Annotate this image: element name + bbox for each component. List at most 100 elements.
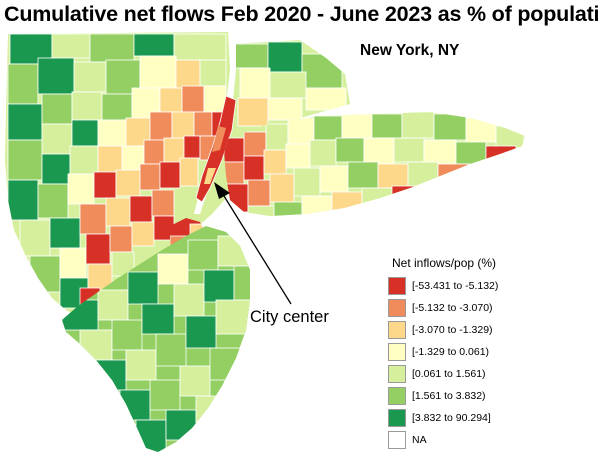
tract (465, 117, 497, 143)
tract (173, 283, 205, 317)
legend-items: [-53.431 to -5.132) [-5.132 to -3.070) [-3… (388, 276, 512, 450)
tract (155, 333, 187, 367)
legend-label: [-5.132 to -3.070) (412, 302, 493, 314)
legend-item: [0.061 to 1.561) (388, 364, 512, 384)
tract (79, 203, 107, 235)
tract (185, 315, 217, 349)
tract (371, 113, 403, 139)
legend-swatch (388, 365, 406, 383)
tract (203, 269, 235, 303)
map-title: Cumulative net flows Feb 2020 - June 202… (4, 2, 600, 26)
tract (7, 139, 43, 181)
tract (67, 173, 95, 205)
tract (347, 161, 379, 189)
tract (267, 97, 303, 121)
tract (85, 233, 111, 265)
tract (129, 195, 153, 223)
tract (209, 347, 241, 381)
region-mainland (5, 32, 350, 316)
tract (109, 225, 133, 253)
legend-item: [-5.132 to -3.070) (388, 298, 512, 318)
tract (159, 161, 181, 189)
legend-swatch (388, 431, 406, 449)
tract (203, 85, 227, 113)
tract (149, 111, 173, 141)
legend-label: [-53.431 to -5.132) (412, 280, 499, 292)
tract (423, 139, 457, 165)
tract (231, 43, 269, 69)
tract (269, 173, 295, 203)
tract (97, 289, 129, 321)
tract (119, 389, 151, 421)
tract (285, 143, 311, 169)
tract (71, 91, 103, 121)
tract (41, 123, 73, 155)
tract (89, 33, 135, 63)
tract (485, 145, 517, 169)
tract (111, 319, 143, 351)
tract (157, 253, 189, 285)
tract (273, 201, 303, 216)
tract (433, 113, 467, 141)
city-center-label: City center (250, 308, 329, 326)
tract (247, 205, 275, 216)
tract (243, 155, 265, 181)
tract (215, 299, 250, 335)
tract (49, 217, 81, 249)
tract (69, 145, 99, 175)
tract (125, 349, 157, 381)
tract (224, 137, 245, 163)
tract (267, 41, 303, 73)
tract (131, 221, 155, 247)
legend-item: [-1.329 to 0.061) (388, 342, 512, 362)
tract (217, 235, 250, 267)
legend-label: NA (412, 434, 427, 446)
tract (335, 137, 365, 163)
tract (293, 167, 321, 197)
tract (199, 59, 227, 87)
legend-title: Net inflows/pop (%) (392, 256, 497, 270)
tract (195, 395, 227, 423)
tract (319, 165, 349, 193)
tract (301, 195, 333, 216)
legend-item: NA (388, 430, 512, 450)
tract (139, 55, 177, 89)
legend-label: [1.561 to 3.832) (412, 390, 486, 402)
annotation-arrowhead (214, 182, 230, 199)
tract (179, 157, 199, 187)
tract (407, 161, 439, 187)
tract (181, 85, 205, 113)
legend-swatch (388, 343, 406, 361)
tract (37, 183, 69, 219)
legend-swatch (388, 321, 406, 339)
legend-swatch (388, 277, 406, 295)
tract (224, 161, 245, 185)
tract (105, 197, 131, 227)
tract (437, 163, 469, 187)
tract (7, 63, 39, 105)
tract (165, 409, 197, 441)
tract (239, 67, 271, 99)
tract (175, 59, 201, 89)
tract (41, 93, 73, 125)
tract (313, 115, 343, 141)
region-long-island (224, 112, 525, 216)
tract (97, 145, 123, 173)
tract (93, 171, 117, 199)
legend-item: [-3.070 to -1.329) (388, 320, 512, 340)
tract (7, 103, 43, 141)
tract (225, 377, 247, 403)
legend: Net inflows/pop (%) [-53.431 to -5.132)[… (388, 256, 512, 452)
tract (377, 163, 409, 189)
tract (401, 112, 435, 139)
place-label: New York, NY (360, 42, 460, 59)
tract (187, 239, 219, 271)
legend-label: [-3.070 to -1.329) (412, 324, 493, 336)
tract (341, 113, 373, 139)
legend-swatch (388, 387, 406, 405)
tract (237, 97, 269, 127)
tract (127, 271, 159, 305)
legend-item: [1.561 to 3.832) (388, 386, 512, 406)
tract (135, 419, 167, 452)
